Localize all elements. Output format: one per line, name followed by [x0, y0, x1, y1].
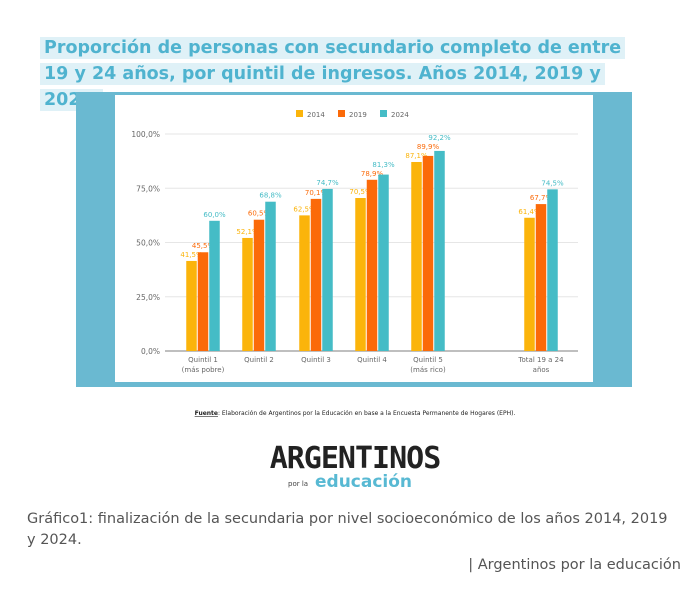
bar-2024: [547, 189, 558, 351]
data-label: 89,9%: [417, 143, 440, 151]
y-tick-label: 25,0%: [136, 293, 160, 302]
bar-2019: [366, 179, 378, 351]
figure-caption: Gráfico1: finalización de la secundaria …: [27, 511, 668, 548]
logo-main: ARGENTINOS: [270, 441, 441, 476]
source-note: Fuente: Elaboración de Argentinos por la…: [195, 410, 516, 417]
bar-2024: [378, 174, 389, 351]
data-label: 45,5%: [192, 242, 215, 250]
legend-label: 2014: [307, 111, 325, 119]
bar-2019: [310, 198, 322, 351]
logo: ARGENTINOS por la educación: [270, 441, 442, 492]
data-label: 92,2%: [428, 134, 451, 142]
bar-2024: [434, 150, 445, 351]
source-label: Fuente: [195, 410, 218, 417]
bar-2019: [197, 252, 209, 351]
y-tick-label: 0,0%: [141, 347, 160, 356]
data-label: 74,5%: [541, 179, 564, 187]
data-label: 41,5%: [180, 251, 203, 259]
image-credit: | Argentinos por la educación: [468, 557, 681, 573]
y-tick-label: 100,0%: [131, 130, 160, 139]
bar-2014: [411, 161, 422, 351]
x-tick-label: Quintil 2: [244, 356, 274, 364]
logo-accent: educación: [315, 472, 412, 492]
data-label: 81,3%: [372, 161, 395, 169]
data-label: 78,9%: [361, 170, 384, 178]
data-label: 87,1%: [405, 152, 428, 160]
legend-swatch: [380, 110, 387, 117]
logo-small: por la: [288, 480, 308, 488]
y-tick-label: 75,0%: [136, 184, 160, 193]
bar-2014: [355, 198, 366, 351]
legend-swatch: [338, 110, 345, 117]
bar-2014: [186, 260, 197, 351]
x-tick-label: Quintil 4: [357, 356, 387, 364]
bar-2024: [265, 201, 276, 351]
data-label: 60,0%: [203, 211, 226, 219]
bar-2014: [524, 217, 535, 351]
legend-label: 2024: [391, 111, 409, 119]
x-tick-label: años: [533, 366, 550, 374]
bar-2014: [242, 237, 253, 351]
source-text: : Elaboración de Argentinos por la Educa…: [218, 410, 515, 417]
data-label: 68,8%: [259, 192, 282, 200]
data-label: 70,1%: [305, 189, 328, 197]
x-tick-label: (más pobre): [182, 366, 225, 374]
bar-2019: [422, 155, 434, 351]
data-label: 61,4%: [518, 208, 541, 216]
data-label: 62,5%: [293, 205, 316, 213]
data-label: 70,5%: [349, 188, 372, 196]
data-label: 74,7%: [316, 179, 339, 187]
bar-2014: [299, 215, 310, 351]
bar-2019: [253, 219, 265, 351]
x-tick-label: Quintil 1: [188, 356, 218, 364]
legend-label: 2019: [349, 111, 367, 119]
data-label: 67,7%: [530, 194, 553, 202]
data-label: 52,1%: [236, 228, 259, 236]
x-tick-label: Quintil 3: [301, 356, 331, 364]
bar-2019: [535, 204, 547, 351]
bar-2024: [209, 220, 220, 351]
data-label: 60,5%: [248, 210, 271, 218]
x-tick-label: Total 19 a 24: [517, 356, 564, 364]
y-tick-label: 50,0%: [136, 239, 160, 248]
x-tick-label: (más rico): [410, 366, 446, 374]
legend-swatch: [296, 110, 303, 117]
bar-2024: [322, 188, 333, 351]
bar-chart: 0,0% 25,0% 50,0% 75,0% 100,0% Quintil 1 (más p…: [76, 92, 632, 492]
x-tick-label: Quintil 5: [413, 356, 443, 364]
